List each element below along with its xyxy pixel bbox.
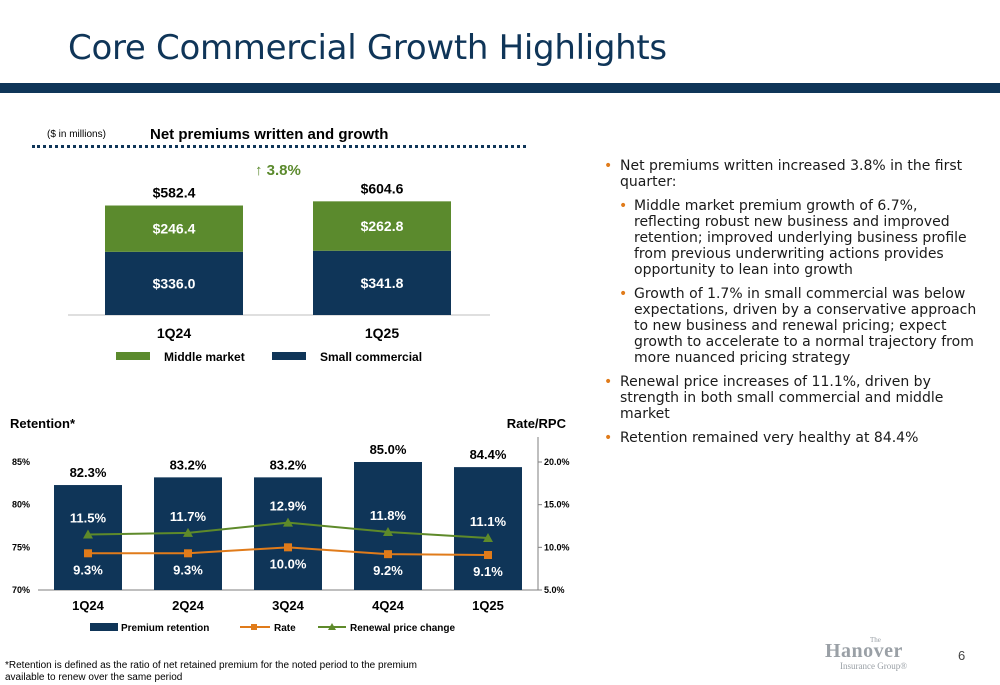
left-axis-title: Retention* bbox=[10, 416, 76, 431]
hanover-logo: The Hanover Insurance Group® bbox=[825, 636, 908, 671]
rate-marker bbox=[84, 549, 92, 558]
total-label: $604.6 bbox=[361, 180, 404, 196]
x-tick-label: 4Q24 bbox=[372, 598, 405, 613]
bullet-item: Retention remained very healthy at 84.4% bbox=[604, 430, 984, 446]
growth-label: ↑ 3.8% bbox=[255, 162, 301, 179]
bullet-item: Renewal price increases of 11.1%, driven… bbox=[604, 374, 984, 422]
retention-label: 84.4% bbox=[470, 447, 507, 462]
data-label: $336.0 bbox=[153, 275, 196, 291]
legend-label: Renewal price change bbox=[350, 623, 455, 634]
right-tick-label: 10.0% bbox=[544, 542, 570, 552]
legend-label: Small commercial bbox=[320, 350, 422, 364]
legend-label: Middle market bbox=[164, 350, 245, 364]
bullet-item: Net premiums written increased 3.8% in t… bbox=[604, 158, 984, 190]
bar-segment bbox=[105, 205, 243, 252]
renewal-price-label: 11.1% bbox=[470, 514, 507, 529]
page-number: 6 bbox=[958, 648, 966, 663]
legend-label: Rate bbox=[274, 623, 296, 634]
rate-marker bbox=[384, 550, 392, 559]
x-tick-label: 1Q24 bbox=[72, 598, 105, 613]
renewal-price-marker bbox=[383, 526, 393, 536]
retention-bar bbox=[454, 467, 522, 590]
legend-swatch bbox=[116, 352, 150, 360]
renewal-price-label: 11.7% bbox=[170, 509, 207, 524]
legend-label: Premium retention bbox=[121, 623, 209, 634]
page-title: Core Commercial Growth Highlights bbox=[68, 28, 667, 68]
renewal-price-marker bbox=[83, 529, 93, 539]
rate-label: 9.1% bbox=[473, 564, 503, 579]
sub-bullet-item: Middle market premium growth of 6.7%, re… bbox=[604, 198, 984, 278]
left-tick-label: 70% bbox=[12, 585, 30, 595]
retention-label: 82.3% bbox=[70, 465, 107, 480]
rate-marker bbox=[284, 543, 292, 552]
renewal-price-label: 12.9% bbox=[270, 499, 307, 514]
right-axis-title: Rate/RPC bbox=[507, 416, 567, 431]
renewal-price-label: 11.5% bbox=[70, 511, 107, 526]
rate-marker bbox=[184, 549, 192, 558]
right-tick-label: 20.0% bbox=[544, 457, 570, 467]
left-tick-label: 75% bbox=[12, 542, 30, 552]
renewal-price-label: 11.8% bbox=[370, 508, 407, 523]
rate-label: 9.2% bbox=[373, 563, 403, 578]
legend-marker bbox=[251, 624, 257, 630]
x-tick-label: 1Q25 bbox=[365, 325, 399, 341]
rate-label: 9.3% bbox=[73, 562, 103, 577]
header-bar bbox=[0, 83, 1000, 93]
renewal-price-marker bbox=[283, 517, 293, 527]
retention-bar bbox=[254, 477, 322, 590]
bar-segment bbox=[313, 201, 451, 251]
retention-label: 83.2% bbox=[270, 457, 307, 472]
legend-swatch bbox=[90, 623, 118, 631]
data-label: $341.8 bbox=[361, 275, 404, 291]
footnote: *Retention is defined as the ratio of ne… bbox=[5, 660, 417, 683]
sub-bullet-item: Growth of 1.7% in small commercial was b… bbox=[604, 286, 984, 366]
rate-label: 9.3% bbox=[173, 562, 203, 577]
chart-title: Net premiums written and growth bbox=[150, 126, 389, 143]
rate-marker bbox=[484, 551, 492, 560]
units-note: ($ in millions) bbox=[47, 129, 106, 140]
net-premiums-chart: $336.0 $246.4 $582.4 1Q24 $341.8 $262.8 $604.6… bbox=[68, 162, 490, 364]
left-tick-label: 85% bbox=[12, 457, 30, 467]
rate-label: 10.0% bbox=[270, 556, 307, 571]
legend-swatch bbox=[272, 352, 306, 360]
x-tick-label: 1Q25 bbox=[472, 598, 504, 613]
total-label: $582.4 bbox=[153, 185, 196, 201]
right-tick-label: 5.0% bbox=[544, 585, 565, 595]
renewal-price-marker bbox=[483, 532, 493, 542]
data-label: $246.4 bbox=[153, 221, 196, 237]
x-tick-label: 2Q24 bbox=[172, 598, 205, 613]
retention-label: 85.0% bbox=[370, 442, 407, 457]
renewal-price-marker bbox=[183, 527, 193, 537]
bar-segment bbox=[313, 250, 451, 315]
left-tick-label: 80% bbox=[12, 500, 30, 510]
bar-segment bbox=[105, 251, 243, 315]
highlights-list: Net premiums written increased 3.8% in t… bbox=[604, 158, 984, 454]
x-tick-label: 1Q24 bbox=[157, 325, 191, 341]
retention-label: 83.2% bbox=[170, 457, 207, 472]
retention-bar bbox=[354, 462, 422, 590]
retention-chart: Retention* Rate/RPC 70% 75% 80% 85% 5.0% 10.0% 1… bbox=[10, 416, 570, 634]
data-label: $262.8 bbox=[361, 218, 404, 234]
right-tick-label: 15.0% bbox=[544, 500, 570, 510]
x-tick-label: 3Q24 bbox=[272, 598, 305, 613]
dotted-divider bbox=[32, 145, 526, 148]
legend-marker bbox=[328, 623, 336, 630]
